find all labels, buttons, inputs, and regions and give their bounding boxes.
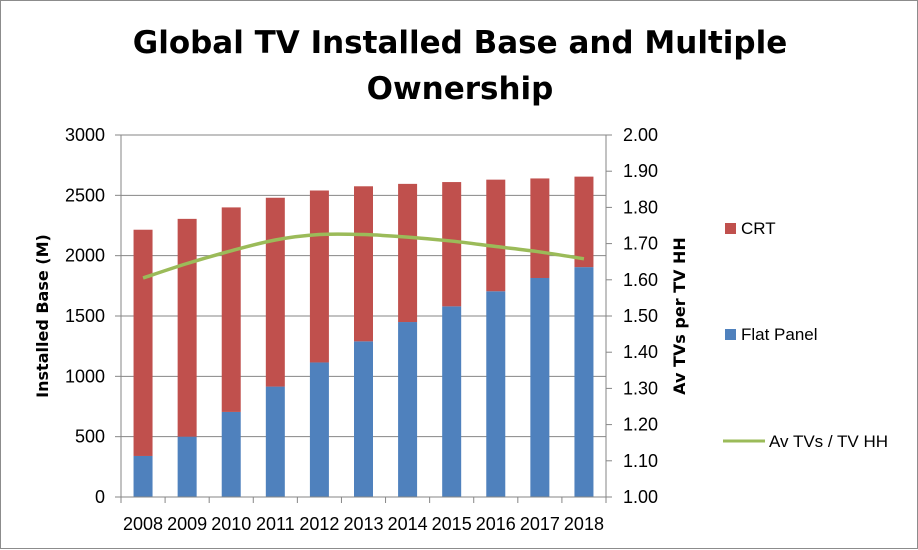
y-tick-label: 2500 [65,185,105,205]
y-tick-label: 0 [95,487,105,507]
y2-tick-label: 1.60 [623,270,658,290]
y-tick-label: 1500 [65,306,105,326]
bar-crt [309,190,329,363]
bar-flat-panel [177,436,197,497]
legend: CRT Flat Panel Av TVs / TV HH [723,219,888,451]
x-tick-label: 2016 [476,514,516,534]
bar-flat-panel [265,386,285,497]
x-tick-label: 2012 [299,514,339,534]
bar-flat-panel [486,291,506,497]
y2-tick-label: 1.70 [623,234,658,254]
x-tick-label: 2009 [167,514,207,534]
y2-tick-label: 1.00 [623,487,658,507]
y2-tick-label: 1.40 [623,342,658,362]
bar-flat-panel [354,341,373,497]
y2-tick-label: 1.20 [623,415,658,435]
bars [133,176,594,497]
y2-axis-title: Av TVs per TV HH [670,237,689,395]
y2-tick-label: 1.30 [623,378,658,398]
x-tick-label: 2018 [564,514,604,534]
bar-flat-panel [221,411,241,497]
line-series [142,232,585,280]
bar-crt [574,176,594,268]
legend-swatch-flat-panel [725,329,736,340]
line-av-tvs-per-hh [142,232,585,280]
axes: 0 500 1000 1500 2000 2500 3000 1.00 1.10 1.20 1.30… [65,125,658,534]
legend-label-crt: CRT [741,219,776,238]
legend-label-av-tvs: Av TVs / TV HH [769,432,888,451]
y2-tick-label: 2.00 [623,125,658,145]
bar-flat-panel [133,455,153,497]
legend-swatch-crt [725,223,736,234]
chart-title-line-1: Global TV Installed Base and Multiple [133,25,788,61]
bar-crt [221,207,241,412]
x-tick-label: 2014 [388,514,428,534]
bar-crt [398,183,418,323]
y-axis-title: Installed Base (M) [33,234,52,398]
x-tick-label: 2011 [256,514,295,534]
x-tick-label: 2008 [123,514,163,534]
bar-crt [530,178,550,278]
bar-flat-panel [309,362,329,497]
bar-crt [354,186,373,342]
bar-crt [133,229,153,456]
x-tick-label: 2010 [211,514,251,534]
bar-crt [486,179,506,292]
y2-tick-label: 1.90 [623,161,658,181]
bar-crt [265,197,285,387]
y-tick-label: 500 [75,427,105,447]
legend-label-flat-panel: Flat Panel [741,325,818,344]
bar-flat-panel [530,277,550,497]
bar-flat-panel [398,322,418,497]
y2-tick-label: 1.50 [623,306,658,326]
x-tick-label: 2013 [343,514,383,534]
y-tick-label: 2000 [65,246,105,266]
chart-title-line-2: Ownership [367,71,554,107]
bar-crt [442,182,462,307]
y-tick-label: 3000 [65,125,105,145]
y-tick-label: 1000 [65,366,105,386]
bar-flat-panel [574,267,594,497]
x-tick-label: 2017 [520,514,560,534]
bar-flat-panel [442,306,462,497]
y2-tick-label: 1.80 [623,197,658,217]
x-tick-label: 2015 [432,514,472,534]
bar-crt [177,218,197,437]
y2-tick-label: 1.10 [623,451,658,471]
